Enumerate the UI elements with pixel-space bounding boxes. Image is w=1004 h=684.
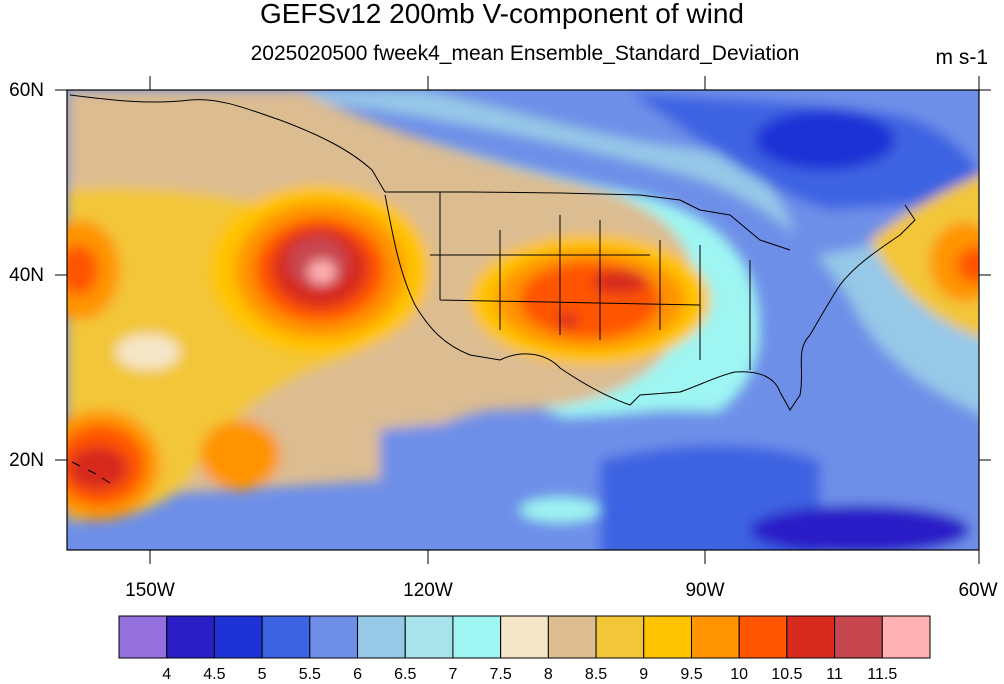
colorbar-label: 4 <box>162 666 172 683</box>
contour-field <box>67 90 979 550</box>
lon-label-60w: 60W <box>958 580 998 601</box>
colorbar-swatch <box>643 615 692 659</box>
colorbar-label: 10.5 <box>771 666 803 683</box>
colorbar-label: 6.5 <box>394 666 417 683</box>
map-title: GEFSv12 200mb V-component of wind <box>259 0 745 29</box>
map-frame <box>66 89 980 551</box>
colorbar-swatch <box>166 615 215 659</box>
colorbar <box>118 615 931 659</box>
colorbar-label: 5.5 <box>298 666 321 683</box>
colorbar-swatch <box>309 615 359 659</box>
colorbar-swatch <box>500 615 549 659</box>
colorbar-label: 7.5 <box>489 666 512 683</box>
colorbar-swatch <box>595 615 645 659</box>
colorbar-swatch <box>786 615 836 659</box>
lat-label-20n: 20N <box>9 450 44 471</box>
colorbar-swatch <box>261 615 311 659</box>
colorbar-label: 11.5 <box>867 666 898 683</box>
colorbar-swatch <box>881 615 931 659</box>
colorbar-swatch <box>690 615 740 659</box>
colorbar-swatch <box>357 615 406 659</box>
colorbar-label: 8.5 <box>584 666 608 683</box>
colorbar-label: 8 <box>543 666 553 683</box>
colorbar-swatch <box>118 615 168 659</box>
colorbar-swatch <box>547 615 597 659</box>
colorbar-swatch <box>404 615 454 659</box>
lon-label-90w: 90W <box>685 580 725 601</box>
lat-label-60n: 60N <box>9 80 44 101</box>
colorbar-label: 9.5 <box>680 666 703 683</box>
colorbar-swatch <box>213 615 263 659</box>
colorbar-label: 4.5 <box>203 666 226 683</box>
lon-label-150w: 150W <box>125 580 175 601</box>
colorbar-swatch <box>738 615 788 659</box>
colorbar-label: 9 <box>639 666 649 683</box>
colorbar-label: 10 <box>730 666 749 683</box>
ticks <box>55 76 991 564</box>
colorbar-label: 7 <box>448 666 458 683</box>
coastlines <box>69 94 916 484</box>
colorbar-label: 5 <box>257 666 267 683</box>
map-subtitle: 2025020500 fweek4_mean Ensemble_Standard… <box>250 42 800 65</box>
colorbar-label: 6 <box>353 666 362 683</box>
lon-label-120w: 120W <box>403 580 453 601</box>
colorbar-label: 11 <box>826 666 843 683</box>
colorbar-swatch <box>834 615 883 659</box>
units-label: m s-1 <box>935 46 989 69</box>
lat-label-40n: 40N <box>9 265 44 286</box>
colorbar-swatch <box>452 615 502 659</box>
